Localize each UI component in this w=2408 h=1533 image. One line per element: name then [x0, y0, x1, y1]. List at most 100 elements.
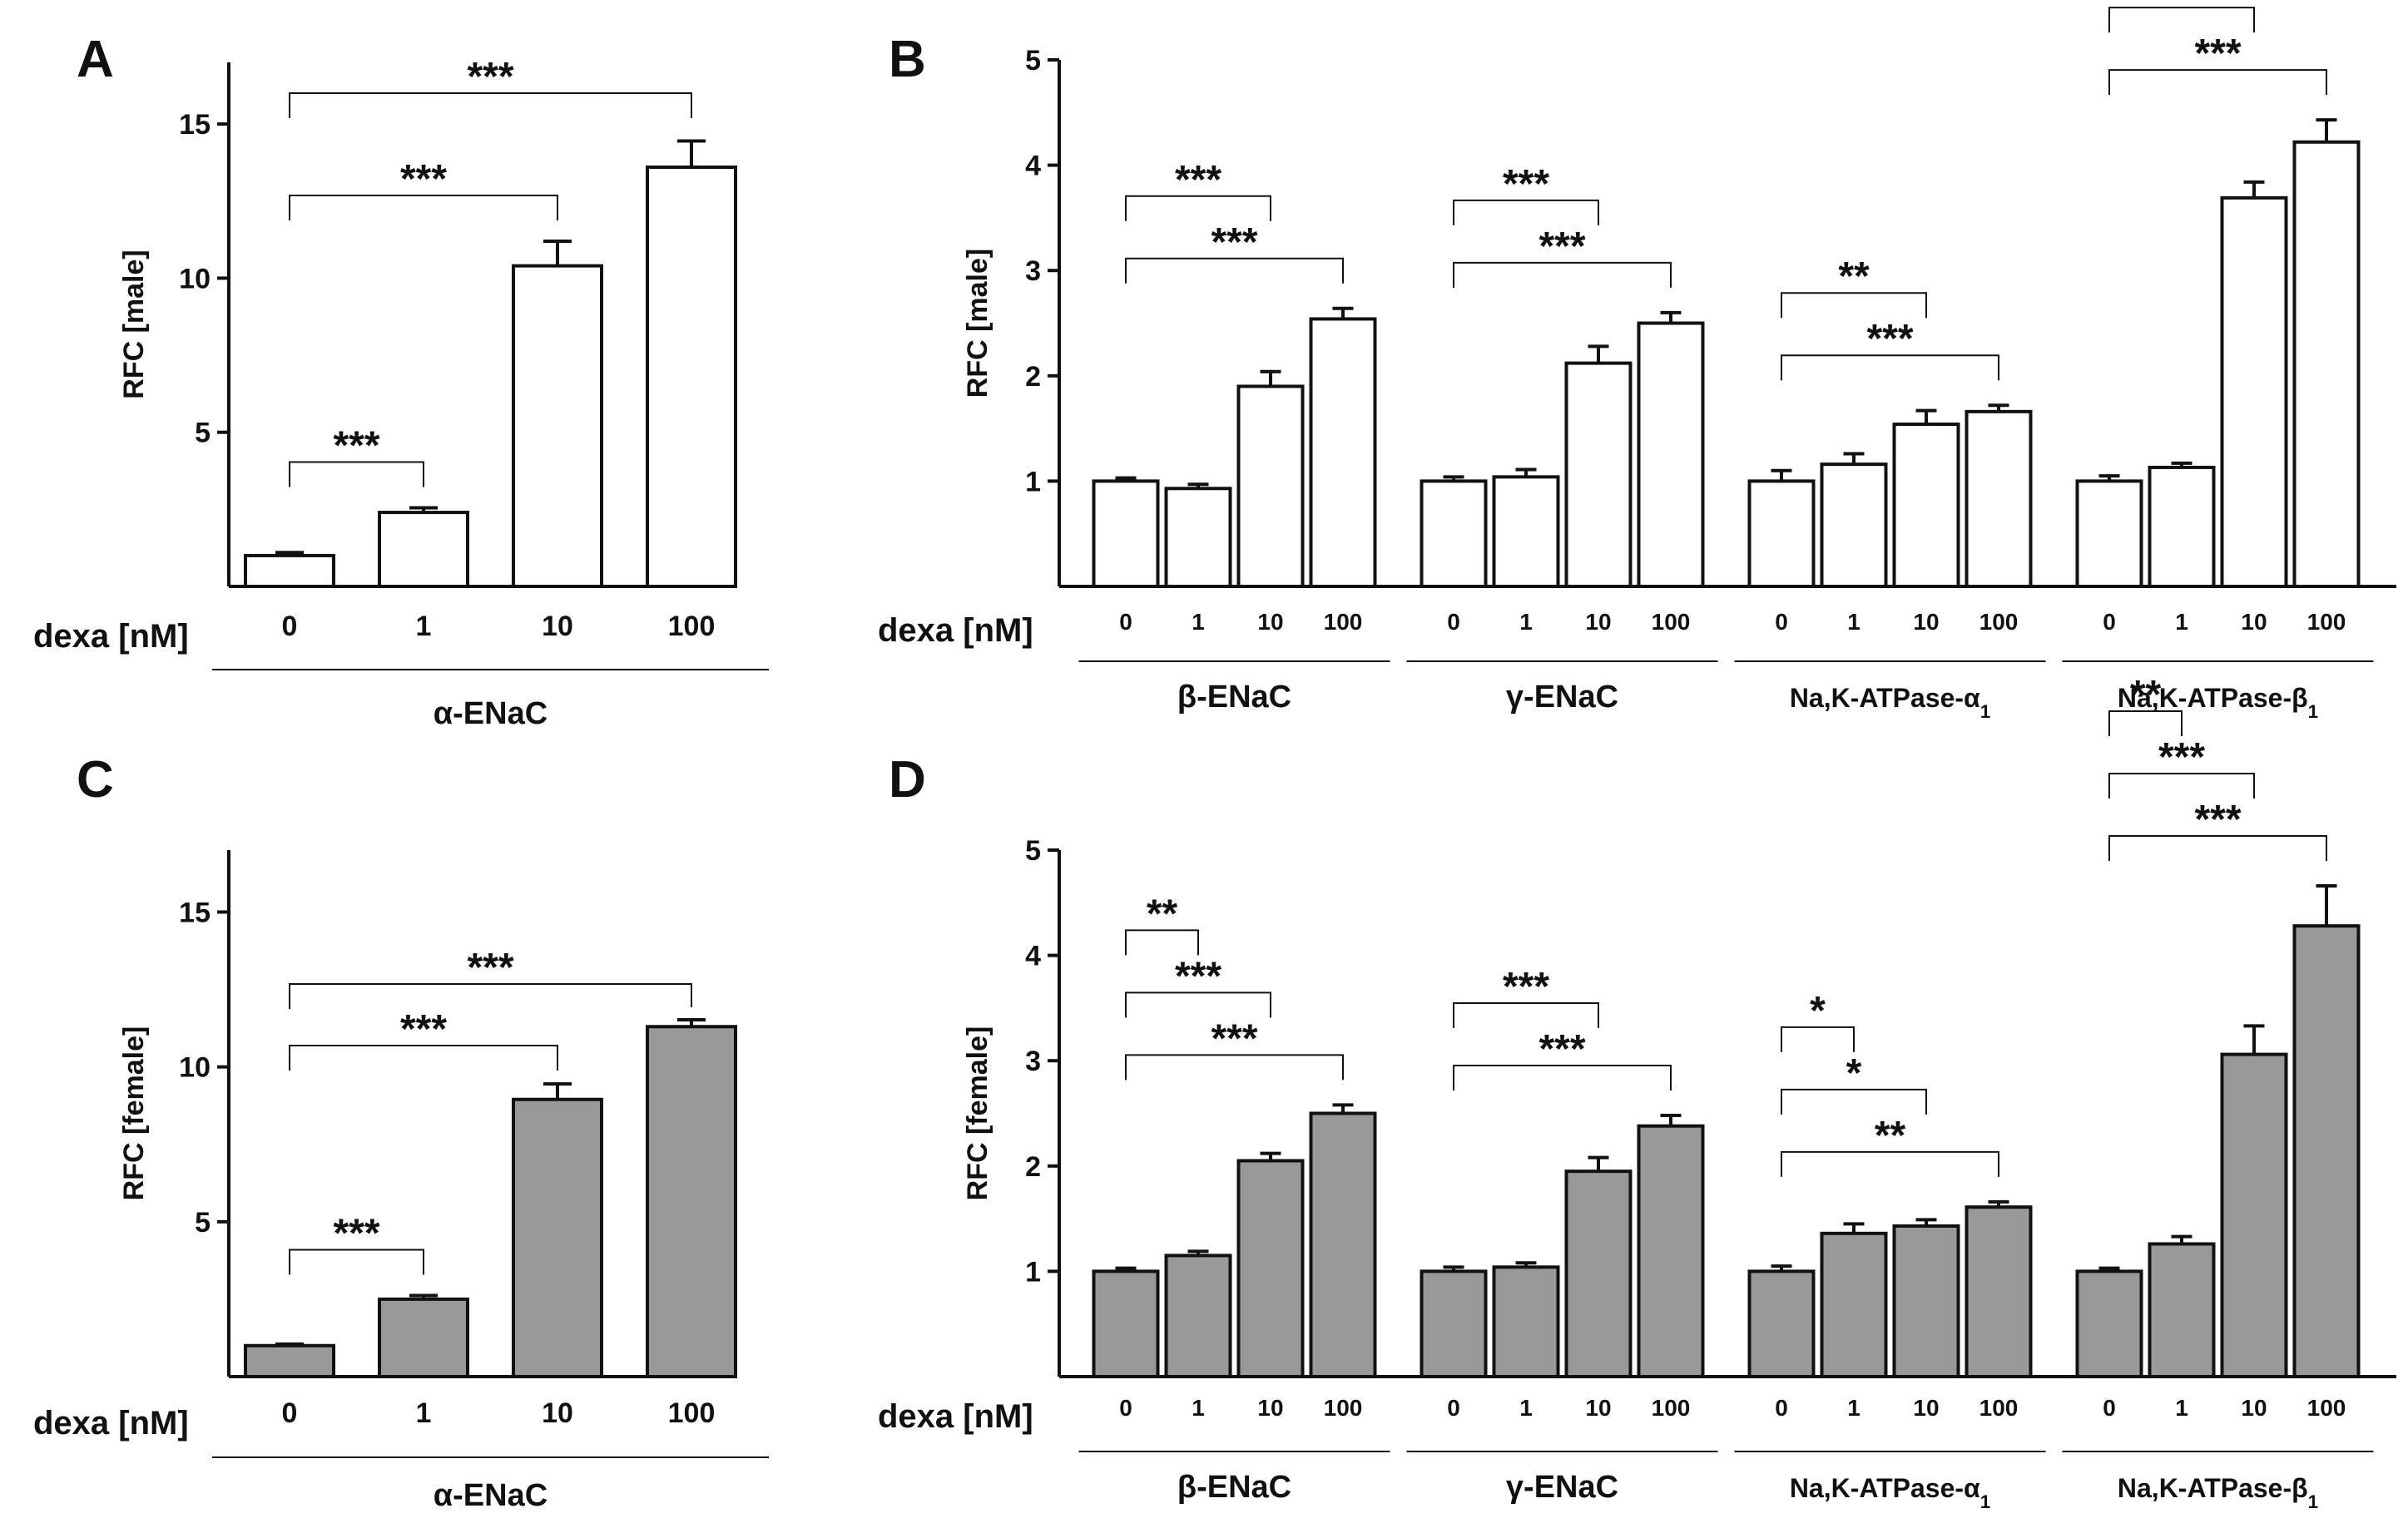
bar: [1236, 384, 1305, 588]
x-tick-label: 1: [416, 1397, 432, 1429]
x-axis-label: dexa [nM]: [878, 1398, 1033, 1435]
panel-c: C 5 10 15 RFC [female] dexa [nM] 0 1 10 100 α-ENaC…: [33, 751, 769, 1513]
significance-label: ***: [1175, 954, 1221, 998]
bar: [2148, 1242, 2216, 1379]
bar: [1564, 361, 1633, 588]
y-tick-label: 3: [1025, 255, 1041, 287]
y-tick-label: 5: [1025, 45, 1041, 77]
y-tick-label: 4: [1025, 151, 1041, 182]
panel-a: A 5 10 15 RFC [male] dexa [nM] 0 1 10 100 α-ENaC **…: [33, 31, 769, 731]
x-tick-label: 0: [282, 611, 298, 642]
x-tick-label: 1: [1847, 609, 1861, 635]
x-tick-label: 1: [1847, 1395, 1861, 1421]
x-tick-label: 10: [1257, 609, 1283, 635]
significance-label: ***: [1211, 220, 1257, 265]
x-tick-label: 10: [1585, 609, 1611, 635]
significance-label: ***: [1866, 317, 1913, 361]
bar: [1164, 487, 1232, 589]
significance-label: ***: [2194, 32, 2241, 76]
y-tick-label: 10: [179, 1052, 211, 1084]
significance-bracket: [289, 983, 692, 1009]
significance-label: *: [1810, 989, 1826, 1033]
bar: [1965, 409, 2033, 588]
significance-label: **: [1838, 255, 1870, 299]
y-tick-label: 2: [1025, 361, 1041, 393]
group-label: α-ENaC: [434, 1478, 547, 1513]
significance-bracket: [2108, 7, 2255, 33]
significance-label: ***: [333, 1211, 379, 1255]
significance-bracket: [1125, 257, 1344, 284]
bar: [512, 1097, 603, 1379]
x-tick-label: 100: [668, 611, 716, 642]
bar: [2075, 479, 2143, 589]
significance-bracket: [1453, 261, 1672, 288]
significance-label: **: [2130, 673, 2162, 717]
bar: [1637, 1124, 1705, 1379]
y-tick-label: 5: [195, 1207, 211, 1239]
y-tick-label: 10: [179, 263, 211, 294]
bar: [378, 1297, 469, 1378]
y-axis-label: RFC [male]: [118, 250, 150, 398]
significance-bracket: [289, 1249, 424, 1275]
significance-bracket: [2108, 773, 2255, 799]
x-tick-label: 100: [1979, 609, 2019, 635]
bar: [1747, 479, 1816, 589]
x-tick-label: 100: [1324, 1395, 1363, 1421]
significance-label: ***: [1538, 1027, 1585, 1071]
bar: [1820, 462, 1888, 588]
y-tick-label: 5: [1025, 835, 1041, 867]
significance-bracket: [1453, 1002, 1599, 1029]
x-axis-label: dexa [nM]: [878, 612, 1033, 649]
significance-bracket: [289, 1045, 558, 1071]
group-label: β-ENaC: [1177, 680, 1291, 715]
significance-bracket: [1781, 1150, 1999, 1177]
panel-letter: B: [889, 31, 926, 88]
bar: [2292, 924, 2361, 1378]
x-tick-label: 100: [2307, 609, 2346, 635]
significance-label: ***: [467, 55, 513, 99]
group-label: Na,K-ATPase-α1: [1790, 683, 1990, 722]
y-axis-label: RFC [male]: [962, 249, 993, 398]
x-tick-label: 10: [1585, 1395, 1611, 1421]
y-tick-label: 4: [1025, 941, 1041, 972]
significance-label: ***: [1503, 965, 1549, 1009]
bar: [2148, 465, 2216, 589]
x-tick-label: 1: [1519, 1395, 1533, 1421]
x-tick-label: 1: [1192, 1395, 1205, 1421]
bar: [646, 166, 737, 588]
group-label: Na,K-ATPase-α1: [1790, 1473, 1990, 1512]
significance-label: ***: [2194, 798, 2241, 842]
y-tick-label: 1: [1025, 1256, 1041, 1288]
significance-bracket: [1781, 1026, 1855, 1052]
significance-label: ***: [2158, 0, 2205, 13]
y-tick-label: 15: [179, 897, 211, 928]
y-axis-label: RFC [female]: [962, 1026, 993, 1201]
bar: [2220, 1052, 2288, 1378]
x-tick-label: 0: [1775, 1395, 1788, 1421]
bar: [1236, 1159, 1305, 1378]
bar: [2292, 140, 2361, 589]
x-tick-label: 0: [2103, 1395, 2116, 1421]
significance-bracket: [289, 195, 558, 220]
bar: [1564, 1170, 1633, 1378]
bar: [1309, 1111, 1377, 1378]
x-tick-label: 0: [1447, 1395, 1460, 1421]
bar: [378, 511, 469, 589]
significance-bracket: [1781, 1088, 1927, 1115]
x-tick-label: 1: [416, 611, 432, 642]
bar: [2220, 195, 2288, 588]
significance-label: ***: [1175, 158, 1221, 202]
y-axis-label: RFC [female]: [118, 1026, 150, 1201]
x-tick-label: 10: [1913, 609, 1939, 635]
bar: [1420, 1269, 1488, 1379]
bar: [244, 553, 335, 588]
significance-bracket: [289, 92, 692, 118]
y-tick-label: 2: [1025, 1151, 1041, 1183]
group-label: γ-ENaC: [1506, 680, 1618, 715]
x-tick-label: 10: [1257, 1395, 1283, 1421]
significance-label: ***: [467, 946, 513, 990]
x-tick-label: 100: [1324, 609, 1363, 635]
y-tick-label: 15: [179, 109, 211, 141]
